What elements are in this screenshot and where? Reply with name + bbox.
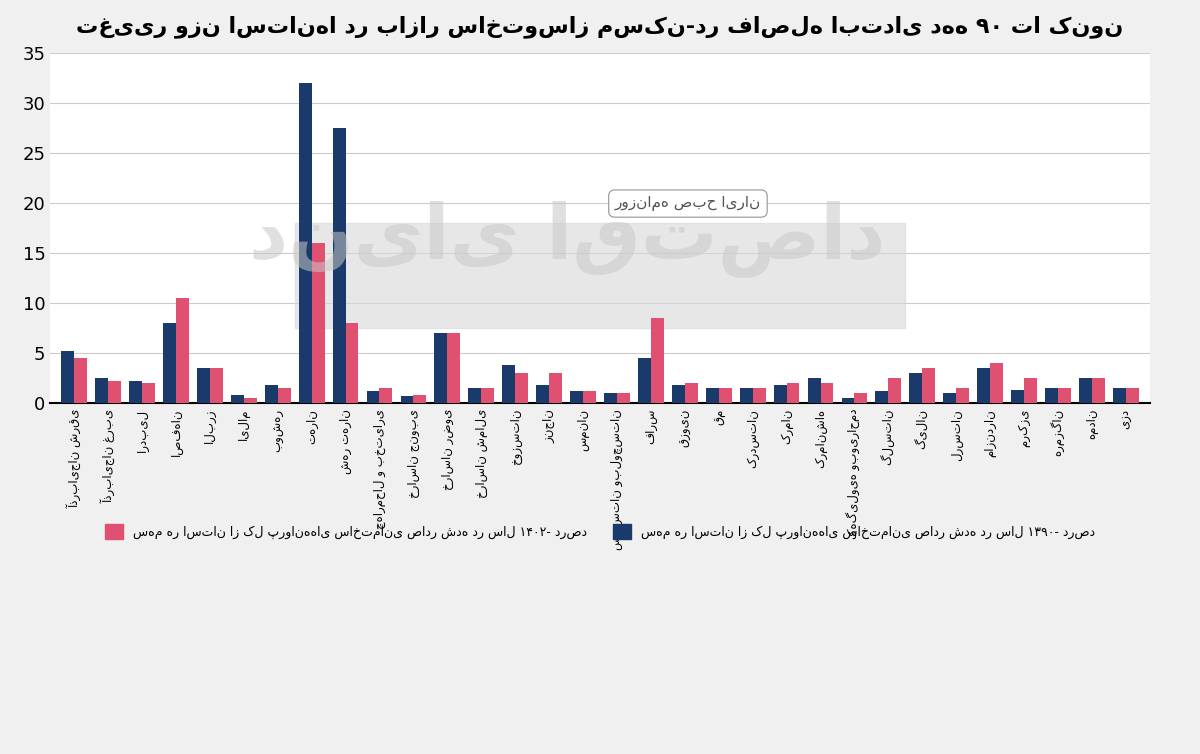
Bar [210, 369, 223, 403]
Bar [481, 388, 494, 403]
Bar [536, 385, 550, 403]
Bar [1058, 388, 1070, 403]
Bar [617, 394, 630, 403]
Bar [774, 385, 787, 403]
Bar [808, 379, 821, 403]
Bar [312, 243, 324, 403]
Bar [468, 388, 481, 403]
Bar [672, 385, 685, 403]
Bar [108, 382, 121, 403]
Bar [130, 382, 142, 403]
Bar [176, 299, 188, 403]
Bar [719, 388, 732, 403]
Bar [583, 391, 596, 403]
Bar [650, 318, 664, 403]
Bar [943, 394, 956, 403]
Bar [604, 394, 617, 403]
Bar [821, 383, 834, 403]
Bar [244, 398, 257, 403]
Bar [61, 351, 74, 403]
Bar [854, 394, 868, 403]
Bar [550, 373, 562, 403]
Bar [739, 388, 752, 403]
Bar [230, 395, 244, 403]
Bar [163, 323, 176, 403]
Bar [74, 358, 88, 403]
Bar [295, 223, 905, 328]
Bar [265, 385, 277, 403]
Bar [95, 379, 108, 403]
Bar [1024, 379, 1037, 403]
Bar [841, 398, 854, 403]
Bar [277, 388, 290, 403]
Bar [366, 391, 379, 403]
Bar [515, 373, 528, 403]
Bar [876, 391, 888, 403]
Bar [888, 379, 901, 403]
Bar [346, 323, 359, 403]
Bar [1012, 391, 1024, 403]
Bar [638, 358, 650, 403]
Bar [434, 333, 448, 403]
Bar [1112, 388, 1126, 403]
Bar [1079, 379, 1092, 403]
Bar [910, 373, 923, 403]
Bar [685, 383, 697, 403]
Legend: سهم هر استان از کل پروانه‌های ساختمانی صادر شده در سال ۱۴۰۲- درصد, سهم هر استان : سهم هر استان از کل پروانه‌های ساختمانی ص… [100, 519, 1100, 544]
Bar [448, 333, 461, 403]
Bar [413, 395, 426, 403]
Text: روزنامه صبح ایران: روزنامه صبح ایران [614, 196, 761, 211]
Bar [503, 366, 515, 403]
Bar [977, 369, 990, 403]
Bar [787, 383, 799, 403]
Bar [1126, 388, 1139, 403]
Bar [299, 83, 312, 403]
Bar [1045, 388, 1058, 403]
Bar [379, 388, 392, 403]
Title: تغییر وزن استان‌ها در بازار ساختوساز مسکن-در فاصله ابتدای دهه ۹۰ تا کنون: تغییر وزن استان‌ها در بازار ساختوساز مسک… [77, 15, 1123, 38]
Bar [1092, 379, 1105, 403]
Bar [706, 388, 719, 403]
Text: دنیای اقتصاد: دنیای اقتصاد [248, 200, 886, 277]
Bar [401, 397, 413, 403]
Bar [752, 388, 766, 403]
Bar [570, 391, 583, 403]
Bar [956, 388, 970, 403]
Bar [142, 383, 155, 403]
Bar [332, 128, 346, 403]
Bar [990, 363, 1003, 403]
Bar [923, 369, 935, 403]
Bar [197, 369, 210, 403]
